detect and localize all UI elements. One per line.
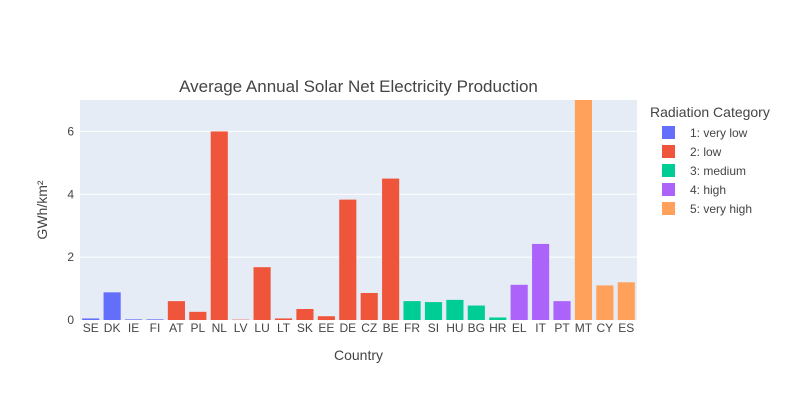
legend-swatch bbox=[662, 126, 675, 139]
chart-title: Average Annual Solar Net Electricity Pro… bbox=[179, 77, 538, 96]
x-tick-label: SE bbox=[83, 321, 99, 335]
bar-nl[interactable] bbox=[210, 131, 228, 320]
bar-ie[interactable] bbox=[124, 319, 143, 320]
bar-cy[interactable] bbox=[596, 285, 614, 320]
bar-it[interactable] bbox=[532, 243, 550, 320]
bar-el[interactable] bbox=[510, 284, 528, 320]
x-tick-label: FI bbox=[150, 321, 161, 335]
x-tick-label: PT bbox=[554, 321, 570, 335]
y-tick-label: 2 bbox=[67, 250, 74, 264]
legend-item[interactable]: 2: low bbox=[662, 145, 722, 159]
bar-at[interactable] bbox=[167, 301, 185, 320]
bar-mt[interactable] bbox=[574, 94, 593, 320]
x-tick-label: BE bbox=[383, 321, 399, 335]
legend-swatch bbox=[662, 183, 675, 196]
x-tick-label: ES bbox=[618, 321, 634, 335]
legend-label: 1: very low bbox=[690, 126, 748, 140]
bar-hu[interactable] bbox=[446, 299, 464, 320]
x-tick-label: NL bbox=[212, 321, 228, 335]
bar-hr[interactable] bbox=[489, 317, 507, 320]
x-tick-label: HU bbox=[446, 321, 463, 335]
legend-label: 2: low bbox=[690, 145, 722, 159]
x-tick-label: SI bbox=[428, 321, 439, 335]
x-tick-label: DE bbox=[339, 321, 356, 335]
bar-si[interactable] bbox=[424, 302, 443, 320]
bar-se[interactable] bbox=[82, 318, 100, 320]
bar-de[interactable] bbox=[339, 199, 357, 320]
legend[interactable]: Radiation Category 1: very low 2: low 3: m… bbox=[650, 104, 770, 216]
y-tick-label: 4 bbox=[67, 187, 74, 201]
y-tick-label: 0 bbox=[67, 313, 74, 327]
plot-area: 0 2 4 6 SE DK IE FI AT PL NL LV LU LT SK EE DE CZ BE FR SI H… bbox=[67, 94, 637, 335]
x-tick-label: HR bbox=[489, 321, 507, 335]
x-tick-label: DK bbox=[104, 321, 121, 335]
bar-bg[interactable] bbox=[467, 305, 485, 320]
x-tick-label: IT bbox=[535, 321, 546, 335]
x-tick-label: MT bbox=[575, 321, 593, 335]
x-tick-label: EL bbox=[512, 321, 527, 335]
y-axis-title: GWh/km² bbox=[34, 180, 50, 239]
legend-swatch bbox=[662, 164, 675, 177]
x-tick-label: FR bbox=[404, 321, 420, 335]
legend-item[interactable]: 1: very low bbox=[662, 126, 748, 140]
bars bbox=[82, 94, 635, 321]
x-tick-label: EE bbox=[318, 321, 334, 335]
bar-lv[interactable] bbox=[232, 319, 250, 321]
legend-label: 5: very high bbox=[690, 202, 752, 216]
bar-dk[interactable] bbox=[103, 292, 121, 320]
bar-lt[interactable] bbox=[274, 318, 293, 320]
legend-title: Radiation Category bbox=[650, 104, 770, 120]
legend-swatch bbox=[662, 145, 675, 158]
bar-fi[interactable] bbox=[146, 319, 164, 320]
y-axis-ticks: 0 2 4 6 bbox=[67, 124, 74, 327]
x-tick-label: LT bbox=[277, 321, 291, 335]
legend-item[interactable]: 5: very high bbox=[662, 202, 752, 216]
legend-item[interactable]: 3: medium bbox=[662, 164, 746, 178]
x-tick-label: AT bbox=[169, 321, 184, 335]
x-axis-ticks: SE DK IE FI AT PL NL LV LU LT SK EE DE CZ BE FR SI HU BG HR… bbox=[83, 321, 635, 335]
bar-es[interactable] bbox=[617, 282, 635, 320]
legend-swatch bbox=[662, 202, 675, 215]
x-tick-label: LU bbox=[254, 321, 269, 335]
x-tick-label: SK bbox=[297, 321, 313, 335]
bar-sk[interactable] bbox=[296, 309, 314, 320]
bar-pl[interactable] bbox=[189, 311, 207, 320]
x-axis-title: Country bbox=[334, 347, 383, 363]
legend-item[interactable]: 4: high bbox=[662, 183, 726, 197]
x-tick-label: PL bbox=[190, 321, 205, 335]
x-tick-label: CY bbox=[597, 321, 614, 335]
legend-label: 3: medium bbox=[690, 164, 746, 178]
x-tick-label: LV bbox=[234, 321, 248, 335]
x-tick-label: CZ bbox=[361, 321, 377, 335]
bar-fr[interactable] bbox=[403, 301, 421, 320]
bar-lu[interactable] bbox=[253, 267, 271, 320]
bar-pt[interactable] bbox=[553, 301, 571, 320]
legend-label: 4: high bbox=[690, 183, 726, 197]
x-tick-label: BG bbox=[468, 321, 485, 335]
bar-cz[interactable] bbox=[360, 292, 378, 320]
bar-be[interactable] bbox=[382, 178, 400, 320]
bar-ee[interactable] bbox=[317, 316, 335, 320]
plot-background bbox=[80, 100, 637, 320]
legend-items[interactable]: 1: very low 2: low 3: medium 4: high 5: very… bbox=[662, 126, 752, 216]
y-tick-label: 6 bbox=[67, 124, 74, 138]
x-tick-label: IE bbox=[128, 321, 139, 335]
